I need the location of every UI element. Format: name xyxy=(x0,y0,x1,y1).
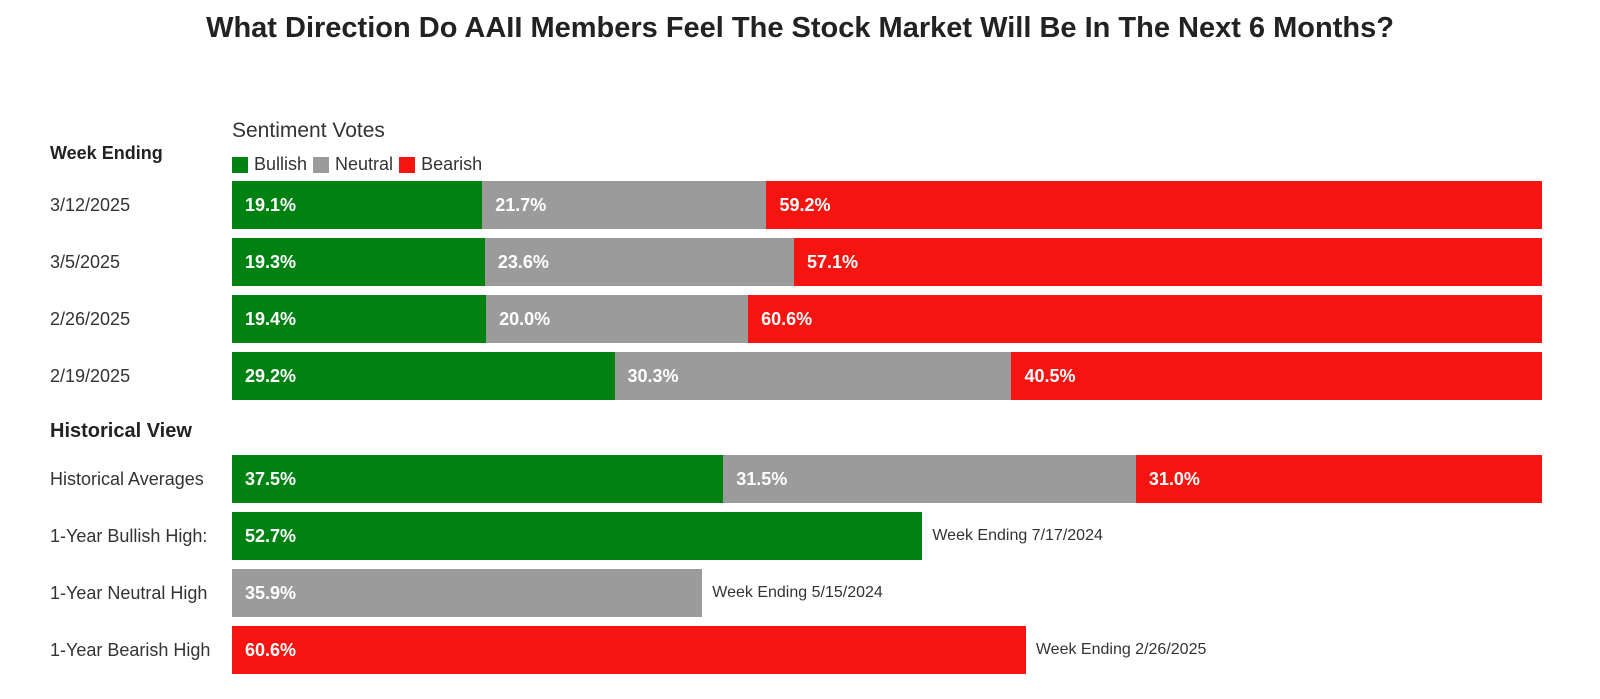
1-year-bullish-high-value-label: 52.7% xyxy=(245,526,297,546)
week-2-neutral-value-label: 23.6% xyxy=(497,252,549,272)
1-year-bearish-high-bar: 60.6% xyxy=(232,626,1026,674)
legend-swatch-bearish xyxy=(399,156,416,173)
legend-item-bullish: Bullish xyxy=(232,154,307,175)
historical-averages-bullish-segment: 37.5% xyxy=(232,455,724,503)
week-1-bullish-segment: 19.1% xyxy=(232,181,483,229)
week-4-neutral-segment: 30.3% xyxy=(614,352,1012,400)
week-1-bullish-value-label: 19.1% xyxy=(245,195,297,215)
week-4-bullish-segment: 29.2% xyxy=(232,352,615,400)
week-4-bar: 29.2% 30.3% 40.5% xyxy=(232,352,1542,400)
historical-averages-bearish-value-label: 31.0% xyxy=(1148,469,1200,489)
week-1-neutral-segment: 21.7% xyxy=(482,181,767,229)
historical-averages-label: Historical Averages xyxy=(50,469,204,489)
legend-title: Sentiment Votes xyxy=(232,119,385,142)
week-4-bullish-value-label: 29.2% xyxy=(245,366,297,386)
week-1-neutral-value-label: 21.7% xyxy=(495,195,547,215)
week-label: 2/26/2025 xyxy=(50,309,131,329)
week-3-bullish-segment: 19.4% xyxy=(232,295,487,343)
1-year-bearish-high-label: 1-Year Bearish High xyxy=(50,640,211,660)
legend-item-neutral: Neutral xyxy=(313,154,393,175)
1-year-bullish-high-label: 1-Year Bullish High: xyxy=(50,526,208,546)
chart-title: What Direction Do AAII Members Feel The … xyxy=(206,12,1394,44)
week-2-bullish-value-label: 19.3% xyxy=(245,252,297,272)
1-year-neutral-high-note: Week Ending 5/15/2024 xyxy=(712,584,883,601)
legend-swatch-neutral xyxy=(313,156,330,173)
week-3-bar: 19.4% 20.0% 60.6% xyxy=(232,295,1542,343)
week-3-neutral-value-label: 20.0% xyxy=(499,309,551,329)
week-label: 3/5/2025 xyxy=(50,252,121,272)
historical-averages-bullish-value-label: 37.5% xyxy=(245,469,297,489)
legend-label-bullish: Bullish xyxy=(254,154,308,174)
week-1-bar: 19.1% 21.7% 59.2% xyxy=(232,181,1542,229)
legend-item-bearish: Bearish xyxy=(399,154,482,175)
week-ending-header: Week Ending xyxy=(50,143,163,163)
1-year-neutral-high-label: 1-Year Neutral High xyxy=(50,583,208,603)
historical-averages-bearish-segment: 31.0% xyxy=(1135,455,1542,503)
week-1-bearish-segment: 59.2% xyxy=(766,181,1542,229)
historical-averages-neutral-segment: 31.5% xyxy=(723,455,1136,503)
week-1-bearish-value-label: 59.2% xyxy=(779,195,831,215)
historical-averages-bar: 37.5% 31.5% 31.0% xyxy=(232,455,1542,503)
week-2-bullish-segment: 19.3% xyxy=(232,238,485,286)
1-year-bullish-high-note: Week Ending 7/17/2024 xyxy=(932,527,1103,544)
week-label: 3/12/2025 xyxy=(50,195,131,215)
week-2-bearish-value-label: 57.1% xyxy=(806,252,859,272)
legend-label-neutral: Neutral xyxy=(335,154,394,174)
week-label: 2/19/2025 xyxy=(50,366,131,386)
week-3-bearish-value-label: 60.6% xyxy=(761,309,813,329)
week-4-neutral-value-label: 30.3% xyxy=(627,366,679,386)
historical-view-header: Historical View xyxy=(50,420,192,442)
week-4-bearish-segment: 40.5% xyxy=(1011,352,1542,400)
week-3-neutral-segment: 20.0% xyxy=(486,295,749,343)
legend-swatch-bullish xyxy=(232,156,248,173)
week-4-bearish-value-label: 40.5% xyxy=(1024,366,1076,386)
1-year-bearish-high-value-label: 60.6% xyxy=(245,640,297,660)
1-year-bearish-high-note: Week Ending 2/26/2025 xyxy=(1035,641,1207,658)
legend-label-bearish: Bearish xyxy=(421,154,483,174)
1-year-neutral-high-value-label: 35.9% xyxy=(245,583,297,603)
week-3-bearish-segment: 60.6% xyxy=(748,295,1542,343)
historical-averages-neutral-value-label: 31.5% xyxy=(736,469,788,489)
week-2-bearish-segment: 57.1% xyxy=(793,238,1542,286)
1-year-neutral-high-bar: 35.9% xyxy=(232,569,703,617)
week-2-neutral-segment: 23.6% xyxy=(484,238,794,286)
week-3-bullish-value-label: 19.4% xyxy=(245,309,297,329)
week-2-bar: 19.3% 23.6% 57.1% xyxy=(232,238,1542,286)
1-year-bullish-high-bar: 52.7% xyxy=(232,512,923,560)
legend: Bullish Neutral Bearish xyxy=(232,154,488,175)
